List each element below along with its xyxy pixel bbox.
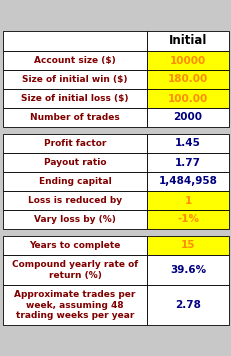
- Bar: [3, 70, 146, 89]
- Text: Vary loss by (%): Vary loss by (%): [34, 215, 116, 224]
- Bar: [146, 255, 228, 285]
- Bar: [3, 31, 146, 51]
- Text: 2000: 2000: [173, 112, 202, 122]
- Bar: [146, 236, 228, 255]
- Text: Payout ratio: Payout ratio: [44, 158, 106, 167]
- Text: Approximate trades per
week, assuming 48
trading weeks per year: Approximate trades per week, assuming 48…: [14, 290, 135, 320]
- Text: -1%: -1%: [176, 215, 198, 225]
- Text: 100.00: 100.00: [167, 94, 207, 104]
- Text: 10000: 10000: [169, 56, 205, 66]
- Bar: [146, 172, 228, 191]
- Text: Ending capital: Ending capital: [39, 177, 111, 186]
- Bar: [3, 127, 228, 134]
- Bar: [3, 236, 146, 255]
- Text: Account size ($): Account size ($): [34, 56, 116, 65]
- Bar: [146, 285, 228, 325]
- Bar: [146, 191, 228, 210]
- Text: Number of trades: Number of trades: [30, 113, 119, 122]
- Text: 1: 1: [184, 195, 191, 205]
- Text: Initial: Initial: [168, 35, 206, 47]
- Bar: [3, 285, 146, 325]
- Text: 1,484,958: 1,484,958: [158, 177, 217, 187]
- Text: 180.00: 180.00: [167, 74, 207, 84]
- Bar: [3, 229, 228, 236]
- Bar: [146, 31, 228, 51]
- Bar: [3, 191, 146, 210]
- Bar: [3, 255, 146, 285]
- Text: Profit factor: Profit factor: [44, 139, 106, 148]
- Bar: [146, 51, 228, 70]
- Bar: [3, 172, 146, 191]
- Text: Size of initial win ($): Size of initial win ($): [22, 75, 127, 84]
- Text: 1.45: 1.45: [174, 138, 200, 148]
- Text: Compound yearly rate of
return (%): Compound yearly rate of return (%): [12, 260, 138, 280]
- Bar: [3, 51, 146, 70]
- Bar: [146, 134, 228, 153]
- Bar: [3, 210, 146, 229]
- Bar: [146, 70, 228, 89]
- Bar: [146, 89, 228, 108]
- Bar: [3, 153, 146, 172]
- Text: Loss is reduced by: Loss is reduced by: [28, 196, 122, 205]
- Text: 2.78: 2.78: [174, 300, 200, 310]
- Bar: [3, 134, 146, 153]
- Bar: [146, 210, 228, 229]
- Bar: [146, 153, 228, 172]
- Text: Size of initial loss ($): Size of initial loss ($): [21, 94, 128, 103]
- Bar: [3, 89, 146, 108]
- Text: Years to complete: Years to complete: [29, 241, 120, 250]
- Text: 15: 15: [180, 241, 195, 251]
- Bar: [3, 108, 146, 127]
- Text: 39.6%: 39.6%: [169, 265, 205, 275]
- Text: 1.77: 1.77: [174, 157, 200, 168]
- Bar: [146, 108, 228, 127]
